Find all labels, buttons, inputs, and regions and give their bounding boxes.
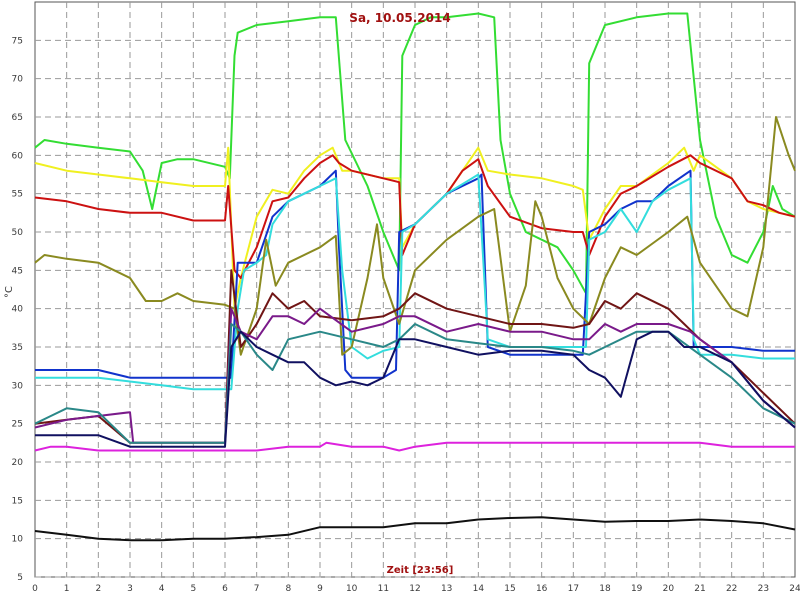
series-line-3 (34, 154, 796, 279)
series-line-9 (34, 323, 796, 444)
y-tick-label: 10 (12, 535, 24, 545)
y-tick-label: 15 (12, 496, 23, 506)
x-tick-label: 9 (317, 584, 323, 594)
y-tick-label: 70 (12, 75, 24, 85)
grid-layer (34, 1, 796, 578)
y-tick-label: 60 (12, 151, 24, 161)
x-tick-label: 13 (441, 584, 452, 594)
x-tick-label: 8 (285, 584, 291, 594)
x-tick-label: 23 (758, 584, 769, 594)
x-tick-label: 5 (190, 584, 196, 594)
x-tick-label: 22 (726, 584, 737, 594)
x-tick-label: 21 (694, 584, 705, 594)
x-tick-label: 10 (346, 584, 358, 594)
x-tick-label: 2 (95, 584, 101, 594)
x-tick-label: 20 (663, 584, 675, 594)
y-axis-label: °C (4, 286, 15, 298)
x-tick-label: 6 (222, 584, 228, 594)
y-tick-label: 5 (17, 573, 23, 583)
series-line-10 (35, 330, 796, 448)
y-tick-label: 30 (12, 381, 24, 391)
y-tick-label: 40 (12, 305, 24, 315)
series-line-12 (34, 516, 796, 542)
x-tick-label: 14 (473, 584, 485, 594)
x-tick-label: 18 (599, 584, 611, 594)
series-layer (34, 12, 796, 542)
y-tick-label: 75 (12, 36, 23, 46)
x-tick-label: 19 (631, 584, 643, 594)
x-axis-label: Zeit [23:56] (387, 565, 454, 576)
plot-frame (34, 1, 796, 578)
y-tick-label: 35 (12, 343, 23, 353)
x-tick-label: 1 (64, 584, 70, 594)
x-tick-label: 12 (409, 584, 420, 594)
y-tick-label: 50 (12, 228, 24, 238)
x-tick-label: 24 (789, 584, 800, 594)
x-tick-label: 3 (127, 584, 133, 594)
y-tick-label: 25 (12, 420, 23, 430)
y-tick-label: 65 (12, 113, 23, 123)
axis-layer: 0 1 2 3 4 5 6 7 8 9 10 11 12 13 14 15 16 17 18 19 20 21 22 23 24… (12, 36, 800, 594)
chart-title: Sa, 10.05.2014 (349, 11, 450, 25)
x-tick-label: 0 (32, 584, 38, 594)
y-tick-label: 20 (12, 458, 24, 468)
x-tick-label: 17 (568, 584, 579, 594)
series-line-11 (34, 441, 795, 452)
series-line-5 (35, 173, 795, 391)
x-tick-label: 15 (504, 584, 515, 594)
x-tick-label: 11 (378, 584, 389, 594)
series-line-1 (34, 12, 796, 295)
y-tick-label: 55 (12, 190, 23, 200)
x-tick-label: 4 (159, 584, 165, 594)
x-tick-label: 7 (254, 584, 260, 594)
y-tick-label: 45 (12, 266, 23, 276)
x-tick-label: 16 (536, 584, 548, 594)
series-line-6 (34, 116, 796, 356)
